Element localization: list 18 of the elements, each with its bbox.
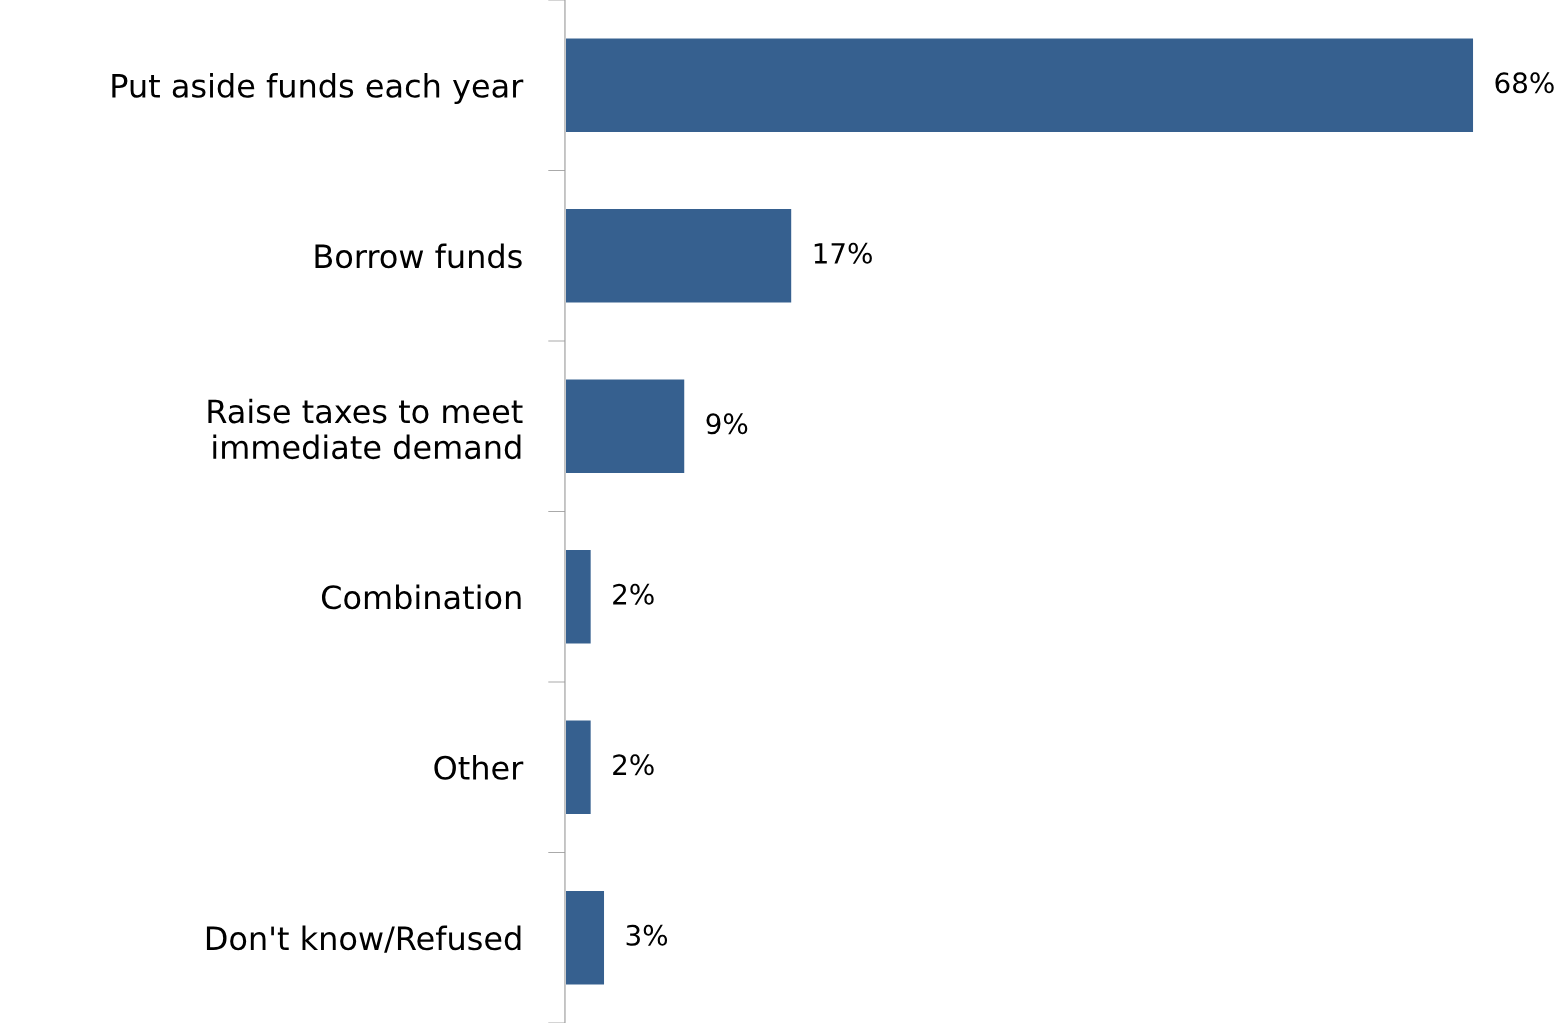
y-tick-label: Put aside funds each year [112,73,524,105]
y-tick-label: Other [434,755,524,780]
bar [564,888,607,987]
data-label: 3% [626,924,668,946]
data-label: 17% [814,242,872,264]
bar [564,547,593,646]
data-label: 9% [706,413,748,435]
y-tick-label: Combination [321,584,521,610]
bar [564,206,794,305]
y-tick-label: Borrow funds [315,243,522,269]
data-label: 2% [613,754,654,776]
bar [564,718,593,817]
bar [564,36,1476,135]
y-tick-label: Raise taxes to meet immediate demand [208,398,523,460]
data-label: 2% [613,583,654,605]
bar [564,377,687,476]
y-tick-label: Don't know/Refused [206,925,521,953]
data-label: 68% [1495,72,1554,94]
